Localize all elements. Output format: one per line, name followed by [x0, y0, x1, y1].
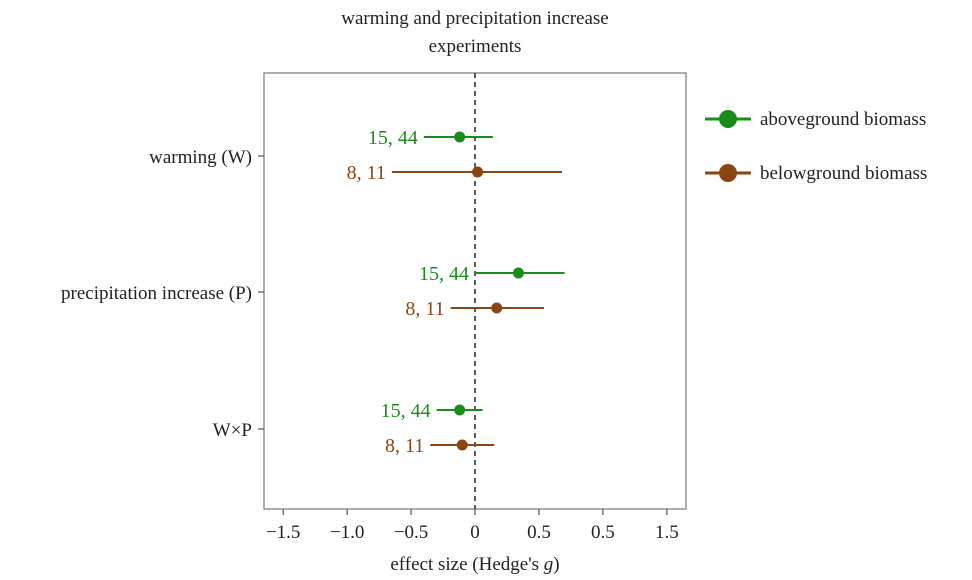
effect-size-point [454, 131, 466, 143]
sample-size-label: 8, 11 [385, 435, 424, 457]
y-tick-label: precipitation increase (P) [61, 283, 252, 304]
effect-size-point [454, 404, 466, 416]
sample-size-label: 15, 44 [381, 400, 431, 422]
data-marks: 15, 44 15, 44 15, 44 8, 11 8, 11 8, 11 [347, 127, 565, 457]
x-axis-label-symbol: g [544, 554, 554, 575]
x-tick-label: −1.0 [330, 522, 364, 543]
legend: aboveground biomass belowground biomass [705, 109, 927, 184]
x-axis-label-text-end: ) [553, 554, 559, 575]
x-axis-label: effect size (Hedge's g) [390, 554, 559, 575]
y-tick-label: W×P [213, 420, 252, 441]
x-tick-label: −0.5 [394, 522, 428, 543]
x-tick-label: −1.5 [266, 522, 300, 543]
legend-marker [719, 110, 737, 128]
legend-label: belowground biomass [760, 163, 927, 184]
effect-size-point [491, 302, 503, 314]
sample-size-label: 15, 44 [419, 263, 469, 285]
chart-title-line-2: experiments [429, 36, 522, 57]
x-tick-label: 1.5 [655, 522, 679, 543]
chart-title-line-1: warming and precipitation increase [341, 8, 608, 29]
legend-marker [719, 164, 737, 182]
x-tick-label: 0 [470, 522, 480, 543]
chart-title: warming and precipitation increase experi… [341, 8, 608, 57]
effect-size-point [472, 166, 484, 178]
sample-size-label: 15, 44 [368, 127, 418, 149]
x-axis: −1.5 −1.0 −0.5 0 0.5 0.5 1.5 [266, 509, 679, 543]
sample-size-label: 8, 11 [405, 298, 444, 320]
effect-size-point [512, 267, 524, 279]
x-axis-label-text: effect size (Hedge's [390, 554, 543, 575]
y-axis: warming (W) precipitation increase (P) W×P [61, 147, 264, 441]
y-tick-label: warming (W) [149, 147, 252, 168]
x-tick-label: 0.5 [527, 522, 551, 543]
x-tick-label: 0.5 [591, 522, 615, 543]
sample-size-label: 8, 11 [347, 162, 386, 184]
effect-size-point [456, 439, 468, 451]
legend-label: aboveground biomass [760, 109, 926, 130]
